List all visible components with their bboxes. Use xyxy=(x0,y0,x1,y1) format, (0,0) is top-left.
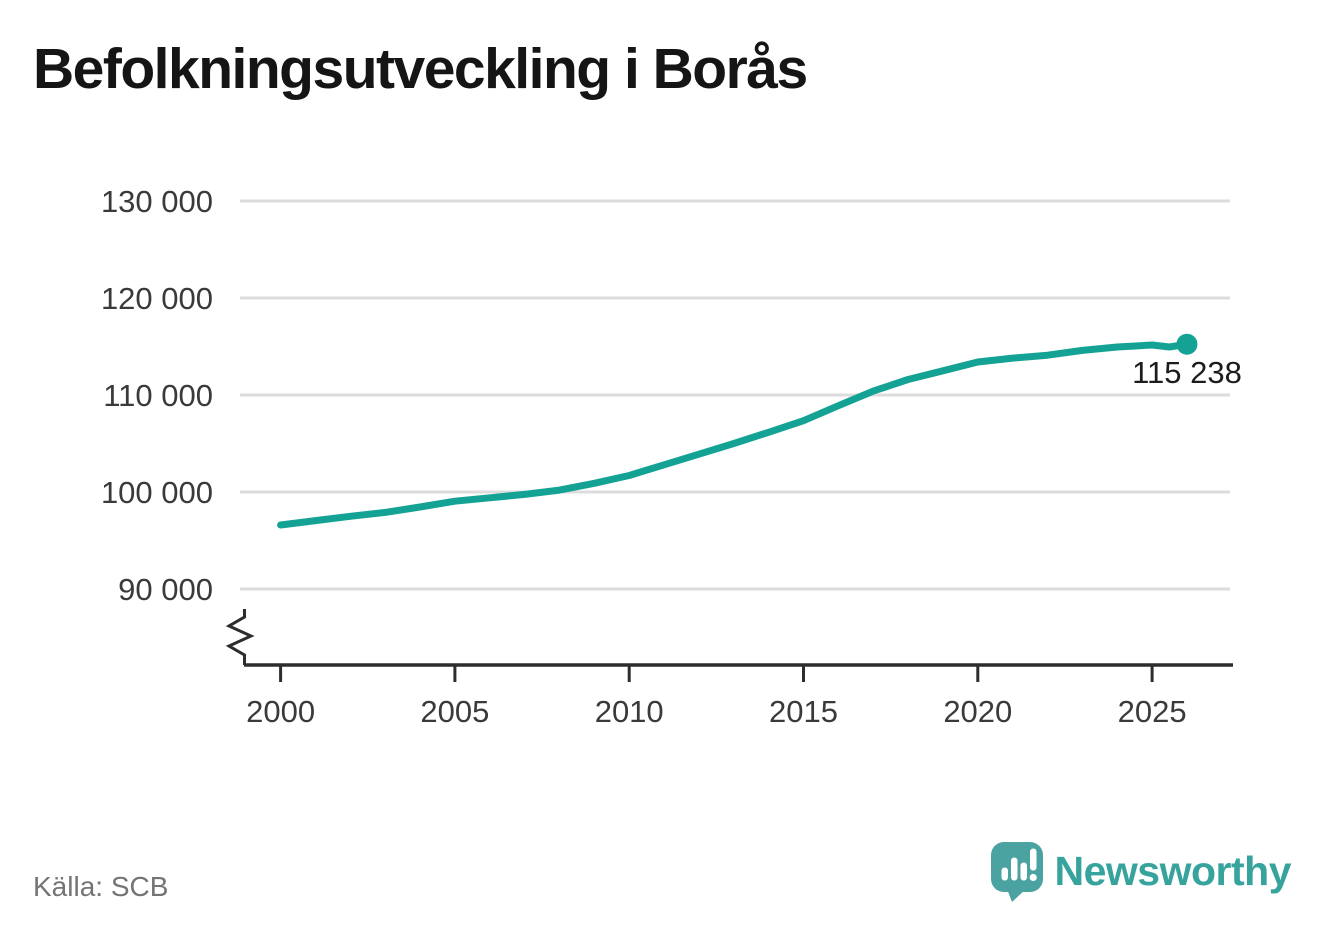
x-tick-label: 2025 xyxy=(1118,694,1187,729)
x-tick-label: 2015 xyxy=(769,694,838,729)
x-tick-label: 2010 xyxy=(595,694,664,729)
page-title: Befolkningsutveckling i Borås xyxy=(33,37,808,101)
y-tick-label: 130 000 xyxy=(101,184,213,219)
x-tick-label: 2020 xyxy=(943,694,1012,729)
x-tick-label: 2000 xyxy=(246,694,315,729)
brand-logo: Newsworthy xyxy=(990,841,1292,902)
end-value-label: 115 238 xyxy=(1132,355,1242,390)
newsworthy-icon xyxy=(990,841,1044,902)
x-tick-label: 2005 xyxy=(420,694,489,729)
brand-wordmark: Newsworthy xyxy=(1054,848,1292,894)
end-point-marker xyxy=(1176,333,1198,355)
data-line xyxy=(277,340,1191,529)
y-tick-label: 120 000 xyxy=(101,281,213,316)
y-tick-label: 110 000 xyxy=(103,378,213,413)
y-tick-label: 100 000 xyxy=(101,475,213,510)
axis-break-icon xyxy=(225,609,255,665)
y-tick-label: 90 000 xyxy=(118,572,213,607)
source-note: Källa: SCB xyxy=(33,871,169,902)
